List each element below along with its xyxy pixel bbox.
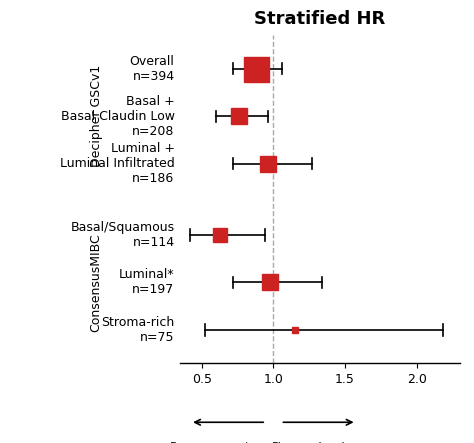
Text: ConsensusMIBC: ConsensusMIBC: [90, 233, 103, 332]
Text: Luminal +
Luminal Infiltrated
n=186: Luminal + Luminal Infiltrated n=186: [60, 142, 174, 185]
Text: Favors ramucirumab: Favors ramucirumab: [170, 442, 285, 443]
Text: Basal +
Basal Claudin Low
n=208: Basal + Basal Claudin Low n=208: [61, 95, 174, 138]
Text: Stroma-rich
n=75: Stroma-rich n=75: [101, 316, 174, 344]
Text: Overall
n=394: Overall n=394: [130, 54, 174, 83]
Text: Favors placebo: Favors placebo: [272, 442, 355, 443]
Text: Basal/Squamous
n=114: Basal/Squamous n=114: [71, 221, 174, 249]
Text: Decipher GSCv1: Decipher GSCv1: [90, 65, 103, 167]
Title: Stratified HR: Stratified HR: [255, 10, 385, 28]
Text: Luminal*
n=197: Luminal* n=197: [119, 268, 174, 296]
